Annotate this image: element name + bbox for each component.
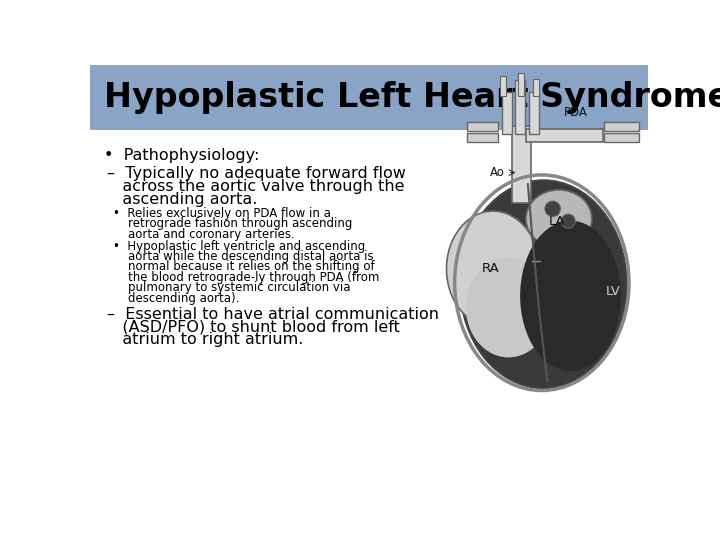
Circle shape — [545, 201, 560, 217]
Text: •  Relies exclusively on PDA flow in a: • Relies exclusively on PDA flow in a — [113, 207, 331, 220]
Bar — [526, 130, 603, 142]
Bar — [604, 122, 639, 131]
Text: Hypoplastic Left Heart Syndrome: Hypoplastic Left Heart Syndrome — [104, 82, 720, 114]
Bar — [513, 126, 531, 204]
Text: –  Essential to have atrial communication: – Essential to have atrial communication — [107, 307, 439, 322]
Ellipse shape — [466, 257, 551, 357]
Text: LA: LA — [549, 214, 566, 228]
Text: RA: RA — [482, 262, 500, 275]
Text: across the aortic valve through the: across the aortic valve through the — [107, 179, 405, 194]
Text: LV: LV — [606, 286, 621, 299]
Text: normal because it relies on the shifting of: normal because it relies on the shifting… — [113, 260, 375, 273]
Bar — [503, 92, 512, 134]
Text: the blood retrograde-ly through PDA (from: the blood retrograde-ly through PDA (fro… — [113, 271, 379, 284]
Text: (ASD/PFO) to shunt blood from left: (ASD/PFO) to shunt blood from left — [107, 319, 400, 334]
Text: PDA: PDA — [564, 106, 588, 119]
Text: •  Hypoplastic left ventricle and ascending: • Hypoplastic left ventricle and ascendi… — [113, 240, 366, 253]
Text: retrograde fashion through ascending: retrograde fashion through ascending — [113, 217, 353, 230]
Text: Ao: Ao — [490, 166, 505, 179]
Text: pulmonary to systemic circulation via: pulmonary to systemic circulation via — [113, 281, 351, 294]
Text: –  Typically no adequate forward flow: – Typically no adequate forward flow — [107, 166, 406, 181]
Bar — [500, 76, 506, 96]
Text: aorta while the descending distal aorta is: aorta while the descending distal aorta … — [113, 250, 374, 263]
Text: •  Pathophysiology:: • Pathophysiology: — [104, 148, 259, 163]
Bar — [90, 65, 648, 130]
Bar — [467, 132, 498, 142]
Text: aorta and coronary arteries.: aorta and coronary arteries. — [113, 228, 295, 241]
Ellipse shape — [526, 190, 592, 248]
Bar — [604, 132, 639, 142]
Ellipse shape — [520, 221, 621, 371]
Circle shape — [561, 214, 575, 228]
Bar — [518, 72, 524, 96]
Text: ascending aorta.: ascending aorta. — [107, 192, 258, 207]
Bar — [516, 80, 525, 134]
Ellipse shape — [446, 211, 539, 327]
Bar — [529, 92, 539, 134]
Bar — [467, 122, 498, 131]
Ellipse shape — [460, 180, 626, 388]
Text: descending aorta).: descending aorta). — [113, 292, 240, 305]
Bar — [533, 79, 539, 96]
Text: atrium to right atrium.: atrium to right atrium. — [107, 332, 303, 347]
